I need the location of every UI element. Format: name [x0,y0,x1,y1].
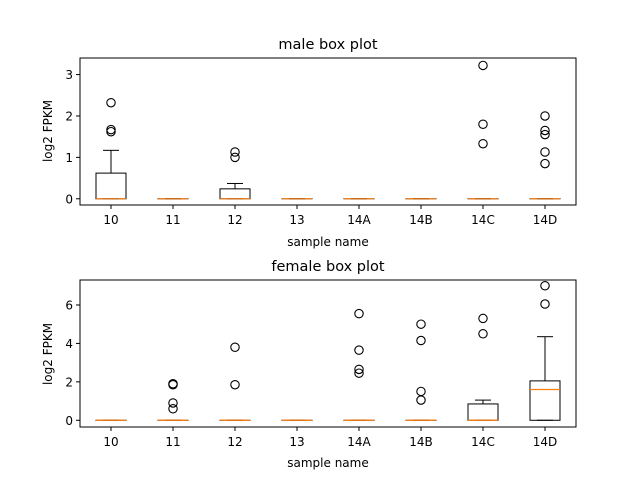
female-x-tick-label: 14C [471,435,495,449]
female-outlier-12 [230,379,240,390]
male-y-tick-label: 0 [65,192,73,206]
male-outlier-14C [478,119,488,130]
male-outlier-12 [230,152,240,163]
male-x-tick-label: 14C [471,213,495,227]
male-y-tick-label: 2 [65,109,73,123]
female-x-tick-label: 14A [347,435,371,449]
female-y-axis-label: log2 FPKM [41,323,55,385]
male-x-tick-label: 13 [289,213,304,227]
female-y-tick-label: 2 [65,375,73,389]
female-y-tick-label: 0 [65,414,73,428]
female-y-tick-label: 4 [65,337,73,351]
male-x-axis-label: sample name [287,235,368,249]
female-plot-frame [79,279,577,428]
male-box-10 [95,172,127,200]
female-outlier-14A [354,368,364,378]
female-outlier-14B [416,395,426,405]
female-outlier-14B [416,319,426,329]
female-outlier-14C [478,329,488,339]
female-outlier-14C [478,313,488,324]
male-outlier-14D [540,147,550,157]
male-outlier-14D [540,111,550,121]
male-plot-frame [79,57,577,206]
female-outlier-14D [540,281,550,291]
female-outlier-14A [354,364,364,375]
female-outlier-14A [354,308,364,319]
male-chart-title: male box plot [278,37,377,53]
male-outlier-14D [540,125,550,136]
female-x-tick-label: 13 [289,435,304,449]
male-outlier-10 [106,124,116,135]
male-outlier-14C [478,60,488,71]
female-outlier-11 [168,403,178,414]
male-outlier-10 [106,126,116,137]
male-box-plot-panel: male box plot sample name log2 FPKM 0123… [41,37,577,249]
female-chart-title: female box plot [271,259,385,275]
male-outlier-14D [540,129,550,140]
female-x-tick-label: 12 [227,435,242,449]
female-outlier-14B [416,335,426,346]
female-x-tick-label: 14D [533,435,558,449]
male-x-tick-label: 10 [103,213,118,227]
female-x-tick-label: 14B [409,435,433,449]
female-box-plot-panel: female box plot sample name log2 FPKM 0 2… [41,259,577,470]
male-y-axis-label: log2 FPKM [41,100,55,162]
female-outlier-11 [168,398,178,408]
female-outlier-14B [416,386,426,397]
male-outlier-12 [230,147,240,157]
female-box-14D [529,380,561,421]
male-outlier-14C [478,138,488,149]
female-x-axis-label: sample name [287,456,368,470]
female-outlier-14D [540,299,550,309]
male-outlier-14D [540,158,550,169]
male-y-tick-label: 3 [65,68,73,82]
female-x-tick-label: 10 [103,435,118,449]
male-x-tick-label: 14A [347,213,371,227]
male-x-tick-label: 11 [165,213,180,227]
female-plot-marks: 0 2 4 6 10 11 12 13 14A 14B 14C 14D [65,281,561,449]
male-outlier-10 [106,97,116,108]
female-y-tick-label: 6 [65,298,73,312]
male-x-tick-label: 14D [533,213,558,227]
male-x-tick-label: 14B [409,213,433,227]
female-outlier-11 [168,379,178,389]
female-outlier-12 [230,342,240,353]
male-y-tick-label: 1 [65,151,73,165]
male-x-tick-label: 12 [227,213,242,227]
female-outlier-14A [354,345,364,355]
female-box-14C [467,403,499,421]
female-x-tick-label: 11 [165,435,180,449]
male-box-12 [219,188,251,200]
